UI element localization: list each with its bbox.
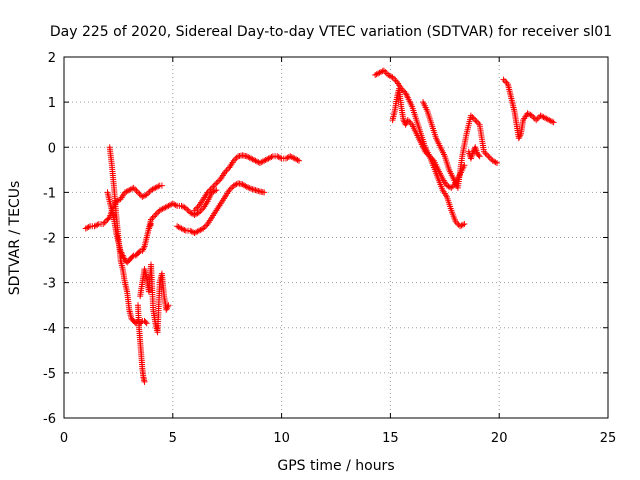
data-point	[165, 302, 172, 309]
y-tick-label: -6	[43, 412, 56, 427]
data-point	[243, 183, 250, 190]
x-tick-label: 25	[600, 431, 617, 446]
series-arc9	[372, 67, 468, 230]
data-point	[550, 119, 557, 126]
data-point	[172, 202, 179, 209]
data-point	[268, 154, 275, 161]
series-arc12	[465, 144, 483, 162]
series-arc8	[191, 152, 303, 214]
y-tick-label: 1	[48, 96, 56, 111]
x-tick-label: 0	[60, 431, 68, 446]
y-tick-label: -1	[43, 186, 56, 201]
data-point	[143, 320, 150, 327]
data-point	[245, 184, 252, 191]
data-point	[136, 249, 143, 256]
data-point	[294, 157, 301, 164]
data-point	[446, 184, 453, 191]
x-tick-label: 15	[382, 431, 399, 446]
data-point	[492, 159, 499, 166]
chart-title: Day 225 of 2020, Sidereal Day-to-day VTE…	[50, 24, 612, 40]
data-point	[155, 183, 162, 190]
data-point	[476, 153, 483, 160]
x-tick-label: 10	[273, 431, 290, 446]
data-point	[277, 154, 284, 161]
series-arc13	[500, 76, 557, 142]
data-point	[379, 68, 386, 75]
y-tick-label: -4	[43, 322, 56, 337]
y-tick-label: -5	[43, 367, 56, 382]
data-point	[461, 220, 468, 227]
series-arc5	[137, 261, 172, 336]
data-markers	[82, 67, 557, 385]
data-point	[158, 182, 165, 189]
data-point	[459, 221, 466, 228]
data-point	[475, 152, 482, 159]
y-tick-label: -2	[43, 232, 56, 247]
data-point	[141, 378, 148, 385]
data-point	[246, 185, 253, 192]
data-point	[142, 319, 149, 326]
axis-ticks: 0 5 10 15 20 25 -6 -5 -4 -3 -2 -1 0 1 2	[43, 51, 616, 446]
data-point	[296, 157, 303, 164]
grid-lines	[64, 57, 608, 418]
data-point	[211, 187, 218, 194]
data-point	[129, 185, 136, 192]
data-point	[129, 253, 136, 260]
y-tick-label: 2	[48, 51, 56, 66]
series-arc11	[420, 99, 501, 191]
y-tick-label: -3	[43, 277, 56, 292]
data-point	[549, 118, 556, 125]
series-arc7	[174, 180, 268, 236]
x-axis-label: GPS time / hours	[277, 458, 394, 474]
data-point	[261, 189, 268, 196]
x-tick-label: 5	[169, 431, 177, 446]
data-point	[181, 226, 188, 233]
y-tick-label: 0	[48, 141, 56, 156]
data-point	[213, 187, 220, 194]
series-arc6	[145, 187, 220, 232]
y-axis-label: SDTVAR / TECUs	[7, 181, 23, 296]
data-point	[85, 223, 92, 230]
data-point	[494, 160, 501, 167]
series-arc3	[134, 302, 148, 385]
x-tick-label: 20	[491, 431, 508, 446]
data-point	[461, 162, 468, 169]
data-point	[94, 221, 101, 228]
